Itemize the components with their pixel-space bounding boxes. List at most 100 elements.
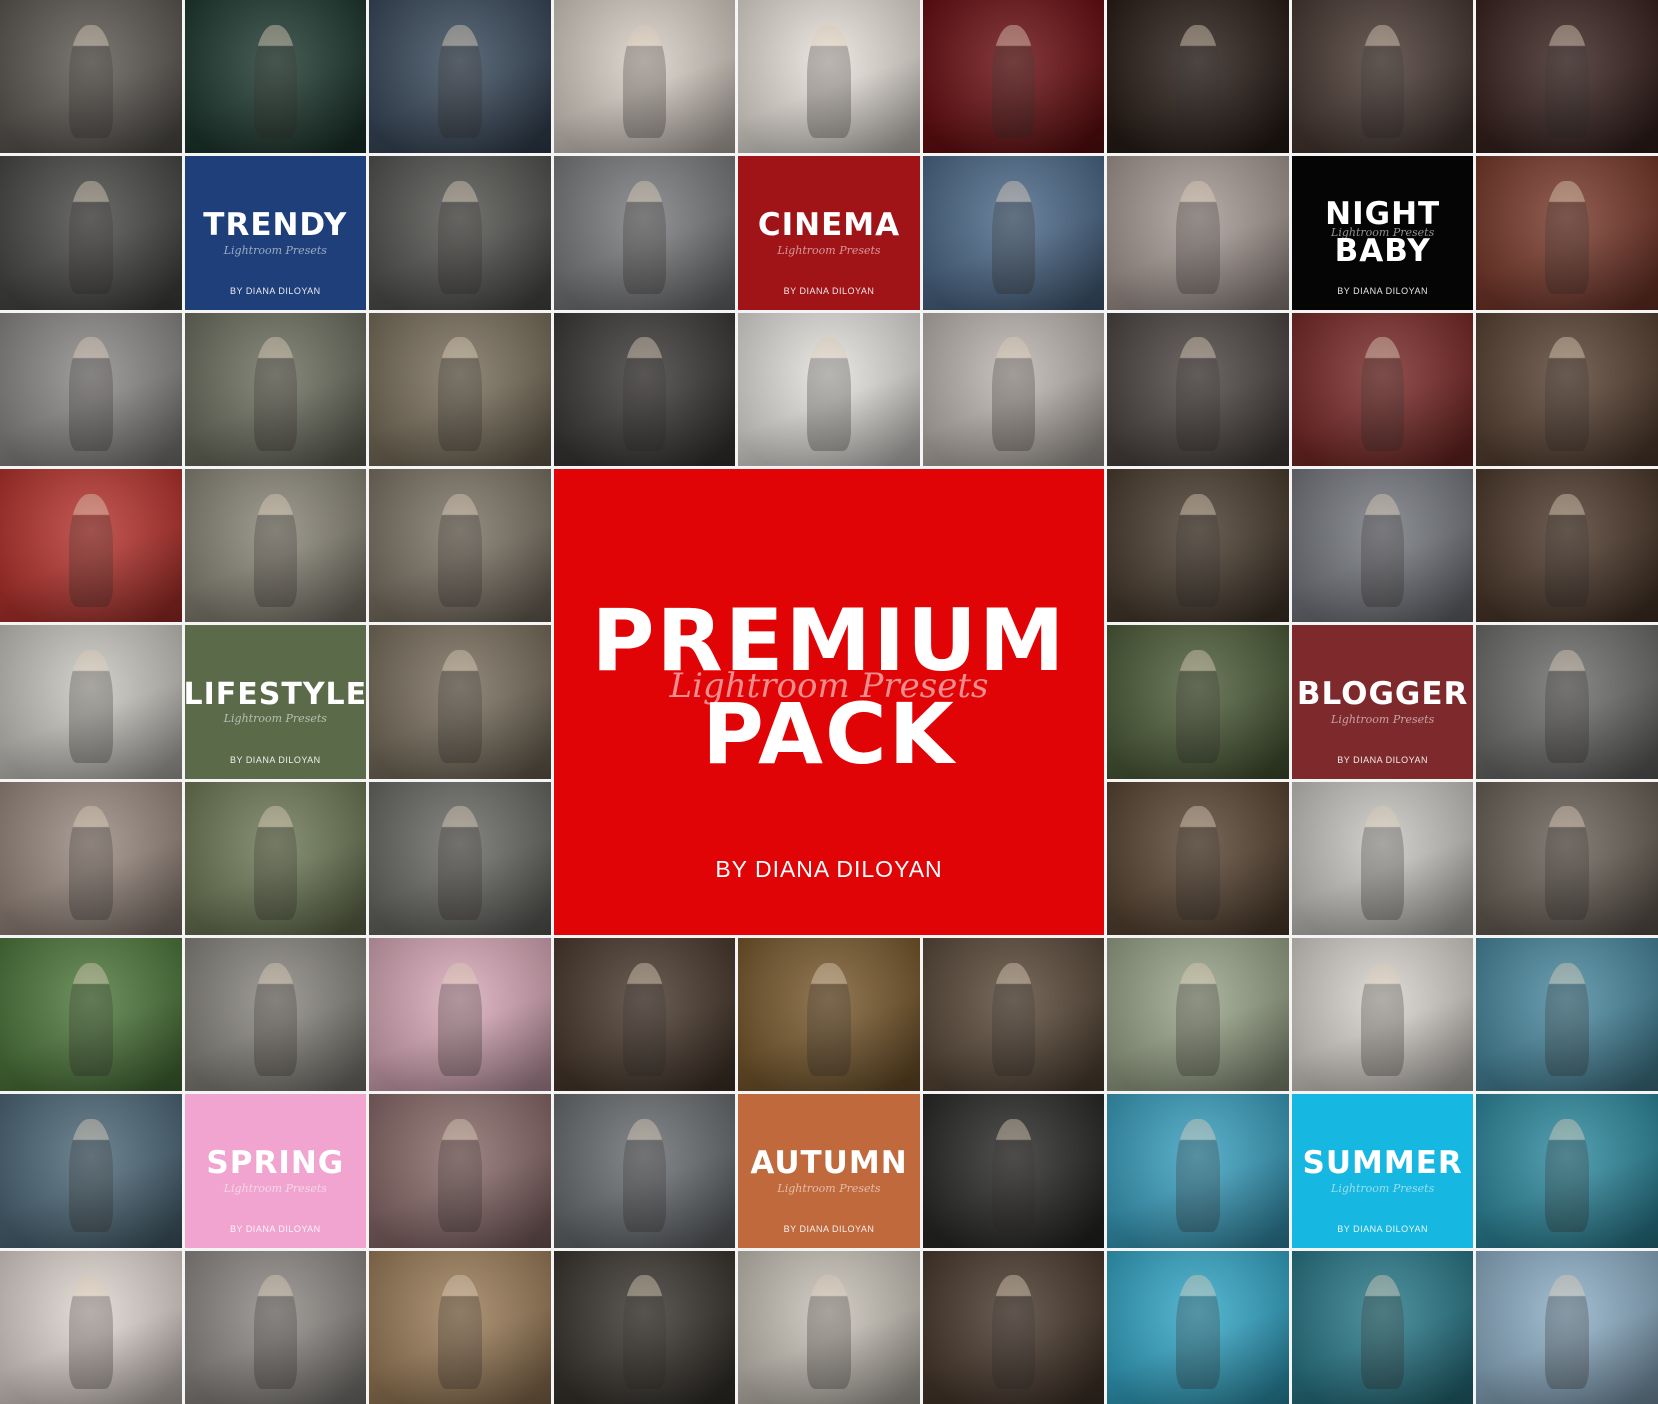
photo-tile-r7c5 <box>738 937 920 1092</box>
photo-tile-r6c3 <box>369 781 551 935</box>
photo-tile-r4c8 <box>1291 468 1474 623</box>
hero-title-line2: PACK <box>702 684 956 783</box>
photo-subject <box>1545 962 1589 1076</box>
photo-subject <box>1545 1118 1589 1233</box>
photo-subject <box>807 337 851 451</box>
cover-tile-summer: SUMMER Lightroom Presets BY DIANA DILOYA… <box>1291 1094 1474 1248</box>
photo-subject <box>1545 1275 1589 1389</box>
cover-byline: BY DIANA DILOYAN <box>229 754 321 765</box>
photo-tile-r2c4 <box>553 156 736 310</box>
photo-tile-r9c5 <box>738 1250 920 1404</box>
photo-tile-r8c6 <box>922 1094 1105 1248</box>
photo-tile-r6c8 <box>1291 781 1474 935</box>
photo-subject <box>991 24 1036 138</box>
photo-tile-r9c8 <box>1291 1250 1474 1404</box>
cover-title: CINEMA <box>757 207 901 244</box>
photo-tile-r1c7 <box>1107 0 1289 154</box>
photo-tile-r5c9 <box>1476 625 1658 779</box>
photo-subject <box>438 1275 482 1389</box>
photo-subject <box>438 24 482 138</box>
cover-byline: BY DIANA DILOYAN <box>783 285 875 296</box>
photo-tile-r8c1 <box>0 1094 182 1248</box>
cover-script: Lightroom Presets <box>223 1181 327 1195</box>
photo-subject <box>68 962 113 1076</box>
cover-tile-cinema: CINEMA Lightroom Presets BY DIANA DILOYA… <box>738 156 920 310</box>
photo-subject <box>253 962 298 1076</box>
photo-subject <box>991 1118 1036 1233</box>
photo-subject <box>68 24 113 138</box>
photo-tile-r9c3 <box>369 1250 551 1404</box>
photo-tile-r4c2 <box>184 468 367 623</box>
photo-subject <box>68 1275 113 1389</box>
cover-byline: BY DIANA DILOYAN <box>229 285 321 296</box>
cover-byline: BY DIANA DILOYAN <box>1337 754 1428 765</box>
photo-subject <box>807 962 851 1076</box>
cover-tile-night-baby: NIGHT Lightroom Presets BABY BY DIANA DI… <box>1291 156 1474 310</box>
photo-tile-r8c7 <box>1107 1094 1289 1248</box>
photo-subject <box>1545 806 1589 920</box>
photo-subject <box>438 649 482 764</box>
photo-tile-r1c9 <box>1476 0 1658 154</box>
photo-tile-r2c7 <box>1107 156 1289 310</box>
cover-tile-lifestyle: LIFESTYLE Lightroom Presets BY DIANA DIL… <box>184 625 367 779</box>
photo-subject <box>1545 493 1589 607</box>
photo-tile-r4c1 <box>0 468 182 623</box>
photo-tile-r3c3 <box>369 312 551 466</box>
photo-subject <box>807 24 851 138</box>
photo-subject <box>1176 493 1220 607</box>
photo-tile-r1c4 <box>553 0 736 154</box>
photo-tile-r9c2 <box>184 1250 367 1404</box>
cover-script: Lightroom Presets <box>1331 1181 1435 1195</box>
photo-subject <box>253 493 298 607</box>
hero-premium-pack: PREMIUM Lightroom Presets PACK BY DIANA … <box>553 468 1105 935</box>
photo-subject <box>1545 649 1589 764</box>
photo-subject <box>1360 24 1405 138</box>
photo-subject <box>1545 24 1589 138</box>
photo-subject <box>807 1275 851 1389</box>
photo-tile-r1c2 <box>184 0 367 154</box>
photo-tile-r5c3 <box>369 625 551 779</box>
photo-tile-r9c1 <box>0 1250 182 1404</box>
photo-subject <box>991 337 1036 451</box>
cover-title: TRENDY <box>203 207 348 244</box>
cover-script: Lightroom Presets <box>777 243 881 257</box>
photo-tile-r1c1 <box>0 0 182 154</box>
photo-subject <box>1360 493 1405 607</box>
cover-title: SUMMER <box>1302 1145 1463 1182</box>
photo-tile-r2c1 <box>0 156 182 310</box>
photo-subject <box>1545 337 1589 451</box>
cover-byline: BY DIANA DILOYAN <box>1337 285 1428 296</box>
photo-subject <box>1176 337 1220 451</box>
photo-subject <box>1545 180 1589 295</box>
photo-tile-r3c8 <box>1291 312 1474 466</box>
cover-script: Lightroom Presets <box>777 1181 881 1195</box>
photo-tile-r7c1 <box>0 937 182 1092</box>
photo-subject <box>438 337 482 451</box>
cover-title: LIFESTYLE <box>184 676 367 712</box>
cover-script: Lightroom Presets <box>1331 226 1435 240</box>
photo-subject <box>622 962 667 1076</box>
photo-subject <box>253 1275 298 1389</box>
photo-subject <box>438 180 482 295</box>
cover-title: SPRING <box>206 1145 345 1182</box>
cover-byline: BY DIANA DILOYAN <box>783 1223 875 1234</box>
photo-tile-r7c7 <box>1107 937 1289 1092</box>
photo-tile-r3c2 <box>184 312 367 466</box>
photo-subject <box>68 180 113 295</box>
photo-tile-r9c4 <box>553 1250 736 1404</box>
cover-byline: BY DIANA DILOYAN <box>229 1223 321 1234</box>
cover-script: Lightroom Presets <box>1331 712 1435 726</box>
cover-title-line2: BABY <box>1334 233 1431 270</box>
photo-tile-r9c7 <box>1107 1250 1289 1404</box>
photo-tile-r1c8 <box>1291 0 1474 154</box>
photo-subject <box>253 24 298 138</box>
photo-tile-r7c3 <box>369 937 551 1092</box>
photo-subject <box>438 962 482 1076</box>
photo-subject <box>438 1118 482 1233</box>
photo-subject <box>1176 180 1220 295</box>
photo-subject <box>438 493 482 607</box>
photo-tile-r5c1 <box>0 625 182 779</box>
hero-title-line1: PREMIUM <box>591 590 1067 691</box>
hero-script-subtitle: Lightroom Presets <box>669 665 989 706</box>
photo-subject <box>991 962 1036 1076</box>
